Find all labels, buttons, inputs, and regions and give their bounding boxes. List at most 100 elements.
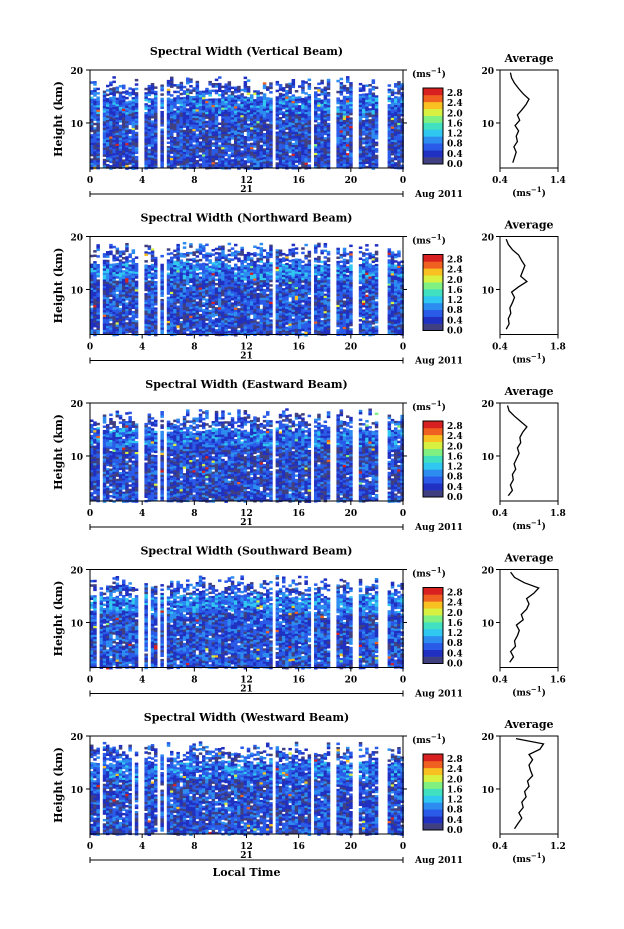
heatmap-cell — [202, 317, 206, 321]
heatmap-cell — [320, 128, 324, 131]
heatmap-cell — [256, 323, 260, 327]
heatmap-cell — [390, 89, 395, 92]
heatmap-cell — [278, 249, 283, 252]
heatmap-cell — [173, 150, 177, 153]
heatmap-cell — [106, 292, 110, 296]
heatmap-cell — [234, 294, 238, 297]
heatmap-cell — [234, 279, 238, 282]
heatmap-cell — [125, 156, 129, 159]
heatmap-cell — [346, 78, 350, 81]
heatmap-cell — [112, 155, 116, 158]
heatmap-cell — [250, 266, 254, 269]
heatmap-cell — [115, 247, 120, 251]
heatmap-cell — [349, 139, 353, 142]
heatmap-cell — [106, 264, 110, 267]
heatmap-cell — [211, 288, 216, 292]
heatmap-cell — [179, 307, 184, 311]
heatmap-cell — [186, 154, 190, 157]
heatmap-cell — [147, 295, 152, 299]
heatmap-cell — [240, 128, 244, 131]
heatmap-cell — [125, 140, 129, 144]
heatmap-cell — [189, 155, 193, 158]
heatmap-cell — [195, 122, 200, 126]
heatmap-cell — [106, 308, 110, 311]
heatmap-cell — [224, 151, 228, 155]
heatmap-cell — [211, 122, 216, 126]
heatmap-cell — [349, 106, 353, 109]
heatmap-cell — [400, 96, 404, 99]
heatmap-cell — [147, 298, 152, 301]
heatmap-cell — [144, 142, 148, 146]
heatmap-cell — [285, 131, 289, 135]
heatmap-cell — [93, 276, 97, 279]
heatmap-cell — [118, 164, 123, 167]
heatmap-cell — [173, 249, 177, 253]
heatmap-cell — [285, 123, 289, 126]
heatmap-cell — [246, 251, 251, 255]
heatmap-cell — [291, 136, 296, 139]
heatmap-cell — [246, 92, 251, 96]
heatmap-cell — [118, 321, 123, 324]
heatmap-cell — [128, 135, 132, 139]
heatmap-cell — [179, 259, 184, 262]
heatmap-cell — [262, 143, 267, 147]
heatmap-cell — [371, 88, 376, 91]
heatmap-cell — [205, 259, 209, 262]
heatmap-cell — [211, 120, 216, 123]
heatmap-cell — [374, 159, 379, 162]
heatmap-cell — [205, 142, 209, 146]
heatmap-cell — [189, 113, 193, 117]
heatmap-cell — [154, 101, 158, 105]
heatmap-cell — [109, 276, 113, 280]
heatmap-cell — [246, 322, 251, 325]
heatmap-cell — [106, 128, 110, 132]
heatmap-cell — [278, 315, 283, 318]
heatmap-cell — [374, 99, 379, 103]
heatmap-cell — [202, 284, 206, 288]
heatmap-cell — [214, 129, 219, 132]
heatmap-cell — [294, 149, 299, 152]
heatmap-cell — [320, 150, 324, 153]
heatmap-cell — [122, 161, 126, 165]
heatmap-cell — [160, 331, 164, 335]
heatmap-cell — [227, 317, 232, 320]
heatmap-cell — [144, 282, 148, 285]
heatmap-cell — [122, 331, 126, 335]
heatmap-cell — [128, 87, 132, 90]
heatmap-cell — [93, 278, 97, 282]
heatmap-cell — [198, 276, 203, 279]
heatmap-cell — [278, 258, 283, 261]
heatmap-cell — [211, 253, 216, 256]
heatmap-cell — [131, 119, 136, 122]
heatmap-cell — [371, 132, 376, 135]
heatmap-cell — [256, 165, 260, 168]
heatmap-cell — [262, 293, 267, 296]
heatmap-cell — [285, 287, 289, 290]
heatmap-cell — [125, 127, 129, 131]
heatmap-cell — [237, 136, 241, 139]
heatmap-cell — [237, 259, 241, 263]
heatmap-cell — [237, 99, 241, 102]
heatmap-cell — [195, 250, 200, 254]
heatmap-cell — [269, 163, 273, 167]
heatmap-cell — [253, 112, 257, 115]
heatmap-cell — [390, 120, 395, 123]
heatmap-cell — [93, 131, 97, 135]
heatmap-cell — [154, 104, 158, 107]
heatmap-cell — [253, 302, 257, 306]
heatmap-cell — [186, 145, 190, 149]
heatmap-cell — [150, 290, 155, 293]
heatmap-cell — [134, 311, 139, 314]
heatmap-cell — [134, 158, 139, 161]
heatmap-cell — [218, 278, 222, 282]
heatmap-cell — [387, 106, 392, 109]
heatmap-cell — [250, 131, 254, 135]
heatmap-cell — [179, 321, 184, 324]
heatmap-cell — [301, 108, 305, 112]
heatmap-cell — [317, 135, 321, 138]
heatmap-cell — [371, 162, 376, 166]
heatmap-cell — [150, 301, 155, 304]
heatmap-cell — [150, 299, 155, 302]
heatmap-cell — [118, 104, 123, 108]
heatmap-cell — [195, 303, 200, 307]
